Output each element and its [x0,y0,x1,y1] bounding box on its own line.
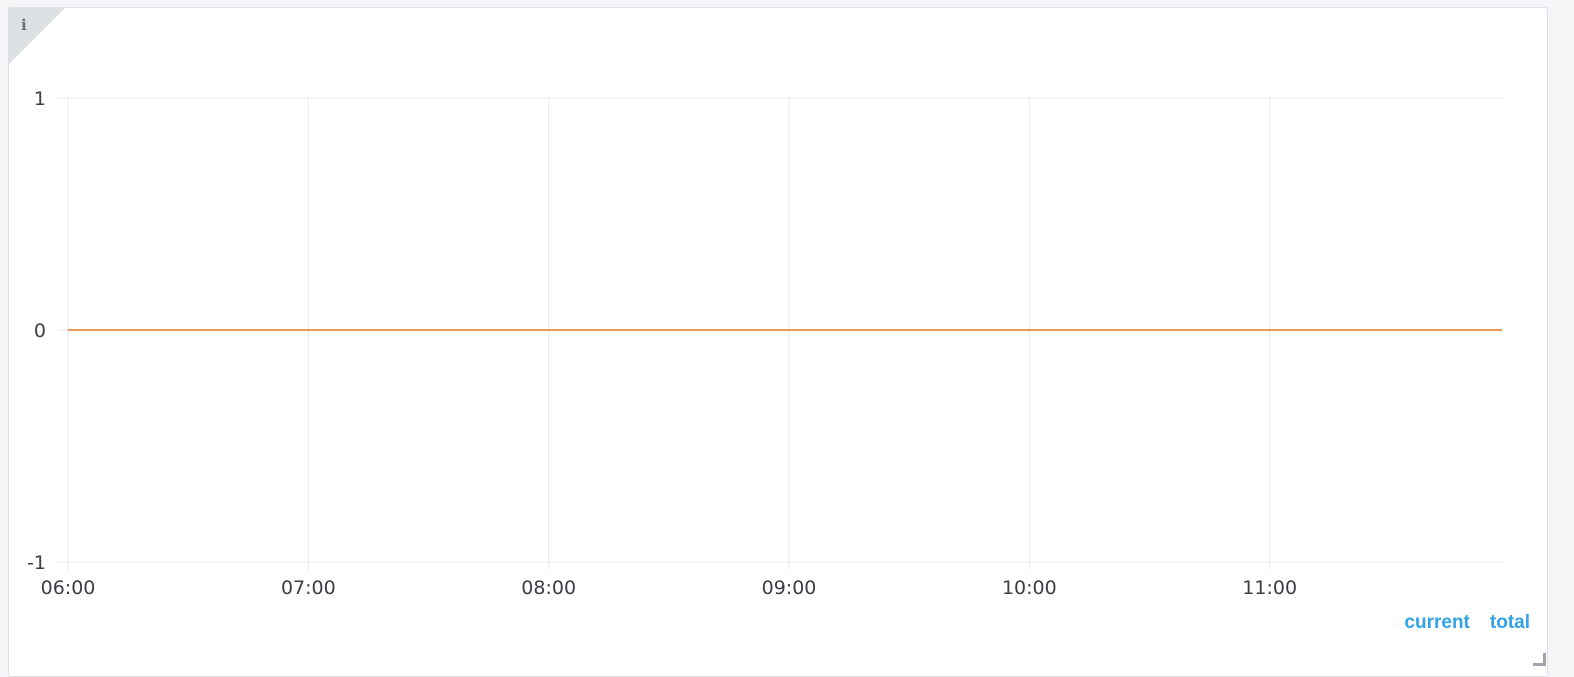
legend-column-current[interactable]: current [1404,612,1470,633]
x-tick-label: 09:00 [762,577,817,599]
y-tick-label: -1 [27,552,46,574]
x-tick-label: 10:00 [1002,577,1057,599]
panel-info-corner[interactable] [9,8,65,64]
legend-column-total[interactable]: total [1489,612,1530,633]
y-tick-label: 0 [34,320,46,342]
resize-handle[interactable] [1533,653,1546,666]
info-icon[interactable]: i [21,16,27,34]
x-tick-label: 06:00 [41,577,96,599]
x-tick-label: 08:00 [521,577,576,599]
y-tick-label: 1 [34,88,46,110]
x-tick-label: 11:00 [1242,577,1297,599]
legend-header: current total [1404,612,1530,634]
x-tick-label: 07:00 [281,577,336,599]
graph-panel: i [8,7,1548,677]
